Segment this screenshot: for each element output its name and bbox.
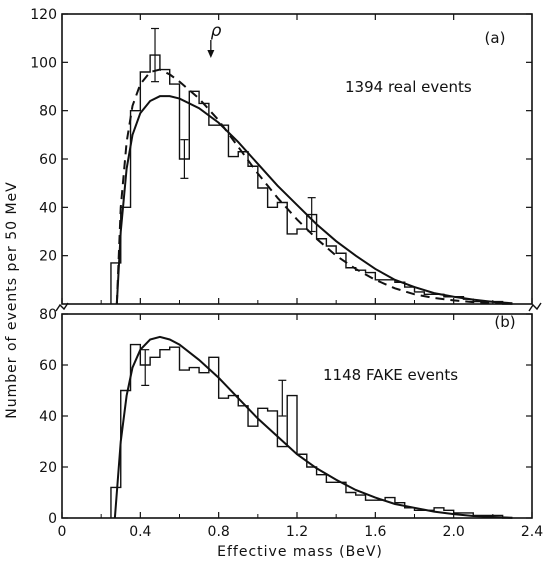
histogram-bin xyxy=(356,495,366,518)
histogram-bin xyxy=(150,55,160,304)
x-tick-label: 0 xyxy=(58,524,67,540)
histogram-bin xyxy=(346,268,356,304)
y-tick-label: 20 xyxy=(39,249,57,265)
x-axis-title: Effective mass (BeV) xyxy=(217,544,383,560)
histogram-bin xyxy=(228,396,238,518)
histogram-bin xyxy=(209,125,219,304)
fit-curve-dashed-a xyxy=(115,68,513,305)
histogram-bin xyxy=(287,396,297,518)
panel-b-event-count: 1148 FAKE events xyxy=(323,366,458,384)
histogram-bin xyxy=(199,373,209,518)
histogram-bin xyxy=(375,500,385,518)
fit-curve-solid-a xyxy=(115,95,513,305)
y-tick-label: 80 xyxy=(39,307,57,323)
fit-curve-solid-b xyxy=(113,335,513,519)
y-tick-label: 60 xyxy=(39,358,57,374)
x-tick-label: 2.4 xyxy=(521,524,543,540)
histogram-bin xyxy=(395,282,405,304)
histogram-bin xyxy=(238,152,248,304)
histogram-bin xyxy=(326,482,336,518)
histogram-bin xyxy=(405,287,415,304)
histogram-bin xyxy=(228,157,238,304)
histogram-bin xyxy=(287,234,297,304)
histogram-bin xyxy=(268,207,278,304)
y-tick-label: 40 xyxy=(39,409,57,425)
x-tick-label: 0.8 xyxy=(208,524,230,540)
panel-a: 20 40 60 80 100 120 xyxy=(30,7,533,305)
histogram-bin xyxy=(297,229,307,304)
histogram-bin xyxy=(238,406,248,518)
histogram-bin xyxy=(160,350,170,518)
y-tick-label: 100 xyxy=(30,55,57,71)
histogram-bin xyxy=(140,365,150,518)
y-tick-label: 40 xyxy=(39,200,57,216)
histogram-bin xyxy=(209,357,219,518)
histogram-steps-b xyxy=(110,343,513,519)
histogram-bin xyxy=(326,246,336,304)
histogram-bin xyxy=(297,454,307,518)
histogram-bin xyxy=(415,292,425,304)
histogram-bin xyxy=(189,91,199,304)
histogram-bin xyxy=(277,447,287,518)
histogram-bin xyxy=(307,467,317,518)
histogram-bin xyxy=(170,84,180,304)
histogram-bin xyxy=(219,398,229,518)
axis-break-right xyxy=(528,302,542,312)
histogram-bin xyxy=(189,368,199,518)
histogram-bin xyxy=(180,159,190,304)
histogram-bin xyxy=(199,103,209,304)
histogram-bin xyxy=(317,239,327,304)
x-tick-label: 2.0 xyxy=(443,524,465,540)
y-tick-label: 60 xyxy=(39,152,57,168)
panel-a-label: (a) xyxy=(485,29,506,47)
histogram-bin xyxy=(248,426,258,518)
histogram-bin xyxy=(150,357,160,518)
histogram-bin xyxy=(277,203,287,305)
histogram-bin xyxy=(268,411,278,518)
y-tick-label: 120 xyxy=(30,7,57,23)
y-axis-title: Number of events per 50 MeV xyxy=(4,181,20,419)
panel-a-event-count: 1394 real events xyxy=(345,78,472,96)
y-tick-label: 0 xyxy=(48,511,57,527)
x-tick-label: 1.6 xyxy=(364,524,386,540)
rho-marker-arrowhead xyxy=(207,50,215,58)
axis-break-left xyxy=(55,302,69,312)
histogram-bin xyxy=(415,510,425,518)
histogram-bin xyxy=(180,370,190,518)
histogram-bin xyxy=(160,70,170,304)
histogram-bin xyxy=(219,125,229,304)
panel-b-label: (b) xyxy=(494,313,515,331)
x-tick-label: 1.2 xyxy=(286,524,308,540)
histogram-bin xyxy=(170,347,180,518)
y-tick-label: 20 xyxy=(39,460,57,476)
histogram-steps-a xyxy=(110,54,513,305)
histogram-bin xyxy=(385,280,395,304)
histogram-bin xyxy=(366,500,376,518)
histogram-bin xyxy=(258,188,268,304)
rho-marker-label: ρ xyxy=(211,21,222,41)
histogram-bin xyxy=(346,493,356,519)
histogram-bin xyxy=(317,475,327,518)
histogram-bin xyxy=(248,166,258,304)
histogram-bin xyxy=(356,270,366,304)
y-tick-label: 80 xyxy=(39,104,57,120)
histogram-bin xyxy=(336,482,346,518)
histogram-bin xyxy=(405,508,415,518)
panel-b: 0 0.4 0.8 1.2 1.6 2.0 2.4 0 20 40 60 80 xyxy=(39,307,543,540)
x-tick-label: 0.4 xyxy=(129,524,151,540)
